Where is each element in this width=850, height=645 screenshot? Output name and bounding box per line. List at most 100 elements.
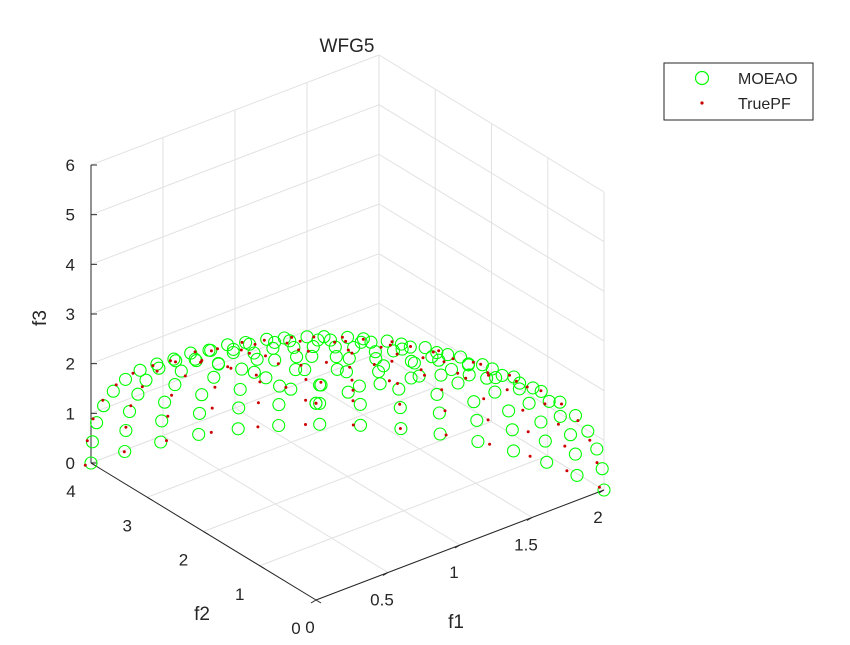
data-point-truepf <box>372 363 376 366</box>
z-axis-label: f3 <box>30 310 51 326</box>
data-point-moeao <box>568 447 582 461</box>
data-point-moeao <box>453 350 468 364</box>
data-point-truepf <box>471 360 475 364</box>
data-point-moeao <box>403 340 417 354</box>
data-point-moeao <box>167 352 181 366</box>
data-point-truepf <box>588 438 592 442</box>
data-point-truepf <box>444 433 448 437</box>
z-tick-label: 1 <box>66 404 75 423</box>
data-point-moeao <box>502 404 516 418</box>
data-point-truepf <box>254 373 258 377</box>
data-point-moeao <box>289 363 303 377</box>
data-point-moeao <box>394 337 408 351</box>
x-tick-label: 2 <box>593 508 602 527</box>
data-point-moeao <box>394 422 408 436</box>
data-point-moeao <box>207 370 221 384</box>
data-point-moeao <box>272 398 286 412</box>
data-point-moeao <box>505 423 519 437</box>
data-point-truepf <box>239 348 243 352</box>
grid-line <box>90 203 380 315</box>
data-point-moeao <box>352 379 366 393</box>
data-point-truepf <box>101 398 105 402</box>
data-point-truepf <box>131 371 135 375</box>
data-point-moeao <box>425 350 439 364</box>
data-point-truepf <box>210 406 214 410</box>
data-point-truepf <box>431 350 435 354</box>
data-point-moeao <box>581 424 595 438</box>
data-point-truepf <box>505 388 509 392</box>
data-point-moeao <box>195 388 209 402</box>
data-point-moeao <box>323 333 338 347</box>
data-point-moeao <box>553 395 567 409</box>
data-point-truepf <box>304 423 307 426</box>
data-point-truepf <box>563 444 567 448</box>
grid-lines <box>90 54 605 601</box>
data-point-moeao <box>590 442 604 456</box>
data-point-truepf <box>390 359 394 363</box>
x-tick <box>310 599 317 604</box>
data-point-truepf <box>379 345 383 349</box>
data-point-moeao <box>372 365 386 379</box>
data-point-moeao <box>471 434 485 449</box>
data-point-moeao <box>232 401 246 415</box>
data-point-moeao <box>373 377 387 391</box>
data-point-truepf <box>488 442 492 446</box>
grid-line <box>90 104 380 216</box>
grid-line <box>90 54 380 166</box>
data-point-moeao <box>133 363 147 377</box>
data-point-moeao <box>204 343 218 357</box>
grid-line <box>259 455 548 567</box>
data-point-moeao <box>260 332 274 346</box>
data-point-truepf <box>276 362 280 366</box>
grid-line <box>147 386 436 498</box>
data-point-truepf <box>390 340 394 344</box>
grid-line <box>203 421 492 532</box>
y-tick-label: 3 <box>123 516 132 535</box>
data-point-moeao <box>259 371 273 385</box>
data-point-truepf <box>437 349 441 353</box>
y-tick <box>315 599 322 604</box>
data-point-truepf <box>543 402 547 406</box>
data-point-moeao <box>404 354 418 368</box>
data-point-moeao <box>441 348 455 362</box>
x-axis-label: f1 <box>448 612 464 633</box>
data-point-moeao <box>231 422 245 436</box>
x-tick <box>382 572 389 576</box>
data-point-moeao <box>283 334 297 348</box>
data-point-moeao <box>330 362 344 376</box>
data-point-moeao <box>342 351 356 365</box>
data-point-moeao <box>470 413 484 427</box>
data-point-moeao <box>395 342 409 356</box>
data-point-moeao <box>306 340 320 354</box>
legend: MOEAO TruePF <box>663 62 814 121</box>
data-point-moeao <box>154 435 168 449</box>
y-tick-label: 2 <box>179 551 188 570</box>
data-point-truepf <box>312 335 316 339</box>
grid-line <box>90 253 380 365</box>
data-point-truepf <box>398 427 402 430</box>
data-point-moeao <box>522 396 536 410</box>
data-point-moeao <box>369 352 383 366</box>
data-point-moeao <box>313 378 327 392</box>
data-point-moeao <box>158 395 172 409</box>
y-tick-label: 4 <box>66 482 75 501</box>
z-tick-label: 2 <box>66 355 75 374</box>
data-point-moeao <box>192 406 207 420</box>
data-point-moeao <box>597 483 611 497</box>
data-point-truepf <box>290 335 294 339</box>
data-point-moeao <box>152 361 166 375</box>
data-point-moeao <box>538 434 552 448</box>
data-point-truepf <box>396 382 399 385</box>
data-point-truepf <box>456 371 460 375</box>
data-point-truepf <box>114 383 118 387</box>
z-tick-label: 6 <box>66 156 75 175</box>
data-point-truepf <box>91 417 95 421</box>
data-point-truepf <box>351 423 355 427</box>
data-point-truepf <box>565 469 569 473</box>
data-point-moeao <box>444 362 459 377</box>
data-point-moeao <box>430 387 444 401</box>
data-point-moeao <box>131 387 145 401</box>
y-tick <box>203 531 209 535</box>
data-point-truepf <box>183 374 187 378</box>
data-point-moeao <box>462 368 476 382</box>
